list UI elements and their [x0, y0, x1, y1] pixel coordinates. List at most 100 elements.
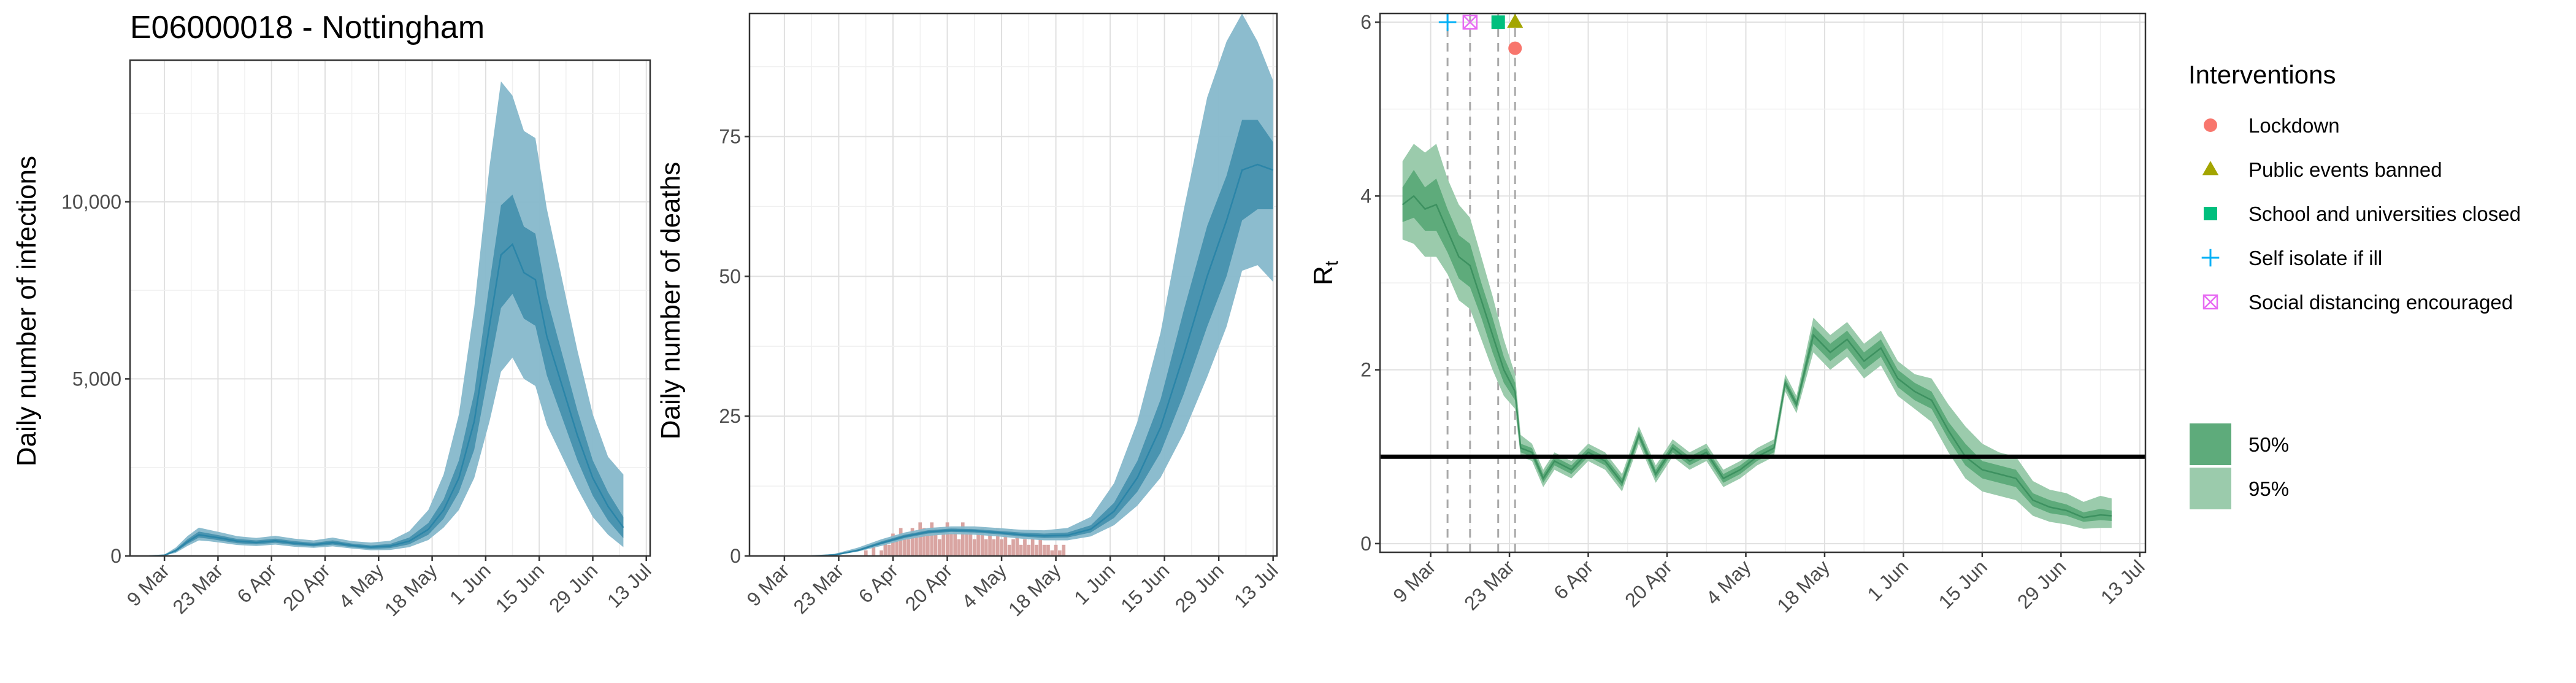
- deaths-observed-bar: [980, 528, 984, 556]
- deaths-observed-bar: [918, 522, 922, 556]
- deaths-observed-bar: [1019, 544, 1023, 556]
- legend-ci-label-50: 50%: [2248, 433, 2289, 456]
- legend-key-social_distancing: [2202, 294, 2218, 310]
- legend-title: Interventions: [2188, 60, 2336, 89]
- infections-ci95-area: [149, 81, 624, 556]
- rt-y-axis-title-main: R: [1308, 266, 1338, 285]
- deaths-observed-bar: [1023, 539, 1027, 556]
- deaths-observed-bar: [872, 544, 876, 556]
- deaths-observed-bar: [1000, 539, 1003, 556]
- legend-label-social_distancing: Social distancing encouraged: [2248, 291, 2513, 314]
- rt-median-line: [1401, 195, 2112, 519]
- legend: Interventions Lockdown Public events bann…: [2188, 60, 2521, 509]
- deaths-observed-bar: [992, 539, 996, 556]
- deaths-observed-bar: [1062, 544, 1066, 556]
- deaths-observed-bar: [1035, 544, 1038, 556]
- rt-y-axis-title: Rt: [1308, 260, 1342, 285]
- rt-plot-border: [1379, 12, 2147, 554]
- deaths-observed-bar: [1030, 539, 1035, 556]
- deaths-y-tick-label: 50: [719, 265, 741, 287]
- deaths-observed-bar: [1054, 544, 1058, 556]
- infections-plot-border: [129, 59, 651, 557]
- deaths-observed-bar: [968, 528, 973, 556]
- intervention-marker-public_events_banned: [1507, 14, 1524, 28]
- deaths-observed-bar: [1050, 550, 1054, 556]
- deaths-observed-bar: [926, 533, 930, 556]
- rt-y-tick-label: 2: [1360, 359, 1371, 381]
- deaths-observed-bars: [864, 522, 1066, 556]
- deaths-observed-bar: [907, 539, 911, 556]
- deaths-observed-bar: [957, 539, 961, 556]
- infections-ci95-band: [149, 81, 624, 556]
- intervention-marker-self_isolate: [1438, 13, 1457, 31]
- deaths-observed-bar: [914, 533, 918, 556]
- infections-y-tick-label: 0: [110, 545, 121, 567]
- rt-ci95-area: [1402, 144, 2112, 529]
- deaths-observed-bar: [938, 539, 941, 556]
- legend-key-self_isolate: [2201, 249, 2220, 267]
- deaths-observed-bar: [1042, 544, 1046, 556]
- deaths-median-path: [811, 163, 1274, 556]
- intervention-marker-lockdown: [1508, 41, 1522, 55]
- deaths-observed-bar: [1007, 544, 1011, 556]
- deaths-y-axis-title: Daily number of deaths: [656, 162, 686, 439]
- deaths-observed-bar: [895, 539, 899, 556]
- deaths-observed-bar: [995, 528, 1000, 556]
- deaths-observed-bar: [945, 522, 949, 556]
- deaths-observed-bar: [1003, 533, 1008, 556]
- deaths-observed-bar: [1038, 539, 1043, 556]
- infections-median-path: [149, 242, 624, 556]
- deaths-observed-bar: [1027, 544, 1031, 556]
- deaths-observed-bar: [1046, 544, 1050, 556]
- legend-key-schools_closed: [2204, 207, 2217, 220]
- deaths-y-tick-label: 75: [719, 125, 741, 147]
- deaths-observed-bar: [910, 528, 914, 556]
- deaths-ci50-band: [811, 120, 1273, 556]
- legend-ci-label-95: 95%: [2248, 477, 2289, 500]
- deaths-observed-bar: [965, 533, 968, 556]
- intervention-marker-social_distancing: [1462, 14, 1478, 30]
- deaths-observed-bar: [972, 539, 976, 556]
- rt-median-path: [1401, 195, 2112, 519]
- deaths-observed-bar: [891, 533, 895, 556]
- legend-key-lockdown: [2204, 118, 2217, 132]
- legend-label-schools_closed: School and universities closed: [2248, 203, 2521, 225]
- deaths-observed-bar: [880, 550, 883, 556]
- legend-label-lockdown: Lockdown: [2248, 114, 2340, 137]
- deaths-observed-bar: [930, 522, 934, 556]
- deaths-observed-bar: [1015, 533, 1019, 556]
- infections-ci50-area: [149, 195, 624, 556]
- infections-y-tick-label: 10,000: [61, 191, 121, 213]
- infections-median-line: [149, 242, 624, 556]
- rt-y-axis: 0 2 4 6: [1360, 11, 1380, 555]
- rt-y-tick-label: 6: [1360, 11, 1371, 33]
- infections-ci50-band: [149, 195, 624, 556]
- deaths-ci50-area: [811, 120, 1273, 556]
- deaths-observed-bar: [864, 550, 868, 556]
- infections-y-tick-label: 5,000: [72, 368, 121, 390]
- deaths-y-axis: 0 25 50 75: [719, 125, 749, 567]
- deaths-observed-bar: [933, 528, 938, 556]
- deaths-observed-bar: [922, 528, 926, 556]
- infections-y-axis: 0 5,000 10,000: [61, 191, 130, 567]
- deaths-observed-bar: [883, 539, 887, 556]
- legend-interventions: Lockdown Public events banned School and u…: [2201, 114, 2521, 314]
- deaths-observed-bar: [887, 544, 891, 556]
- legend-key-public_events_banned: [2202, 161, 2219, 176]
- deaths-observed-bar: [903, 533, 907, 556]
- deaths-observed-bar: [949, 533, 953, 556]
- deaths-observed-bar: [960, 522, 965, 556]
- deaths-observed-bar: [984, 539, 988, 556]
- chart-title: E06000018 - Nottingham: [130, 10, 485, 45]
- rt-y-tick-label: 0: [1360, 533, 1371, 555]
- intervention-marker-schools_closed: [1491, 15, 1505, 29]
- deaths-y-tick-label: 25: [719, 405, 741, 427]
- rt-ci95-band: [1402, 144, 2112, 529]
- deaths-y-tick-label: 0: [730, 545, 741, 567]
- deaths-observed-bar: [976, 533, 980, 556]
- rt-intervention-markers: [1438, 13, 1524, 55]
- infections-y-axis-title: Daily number of infections: [12, 156, 42, 466]
- deaths-median-line: [811, 163, 1274, 556]
